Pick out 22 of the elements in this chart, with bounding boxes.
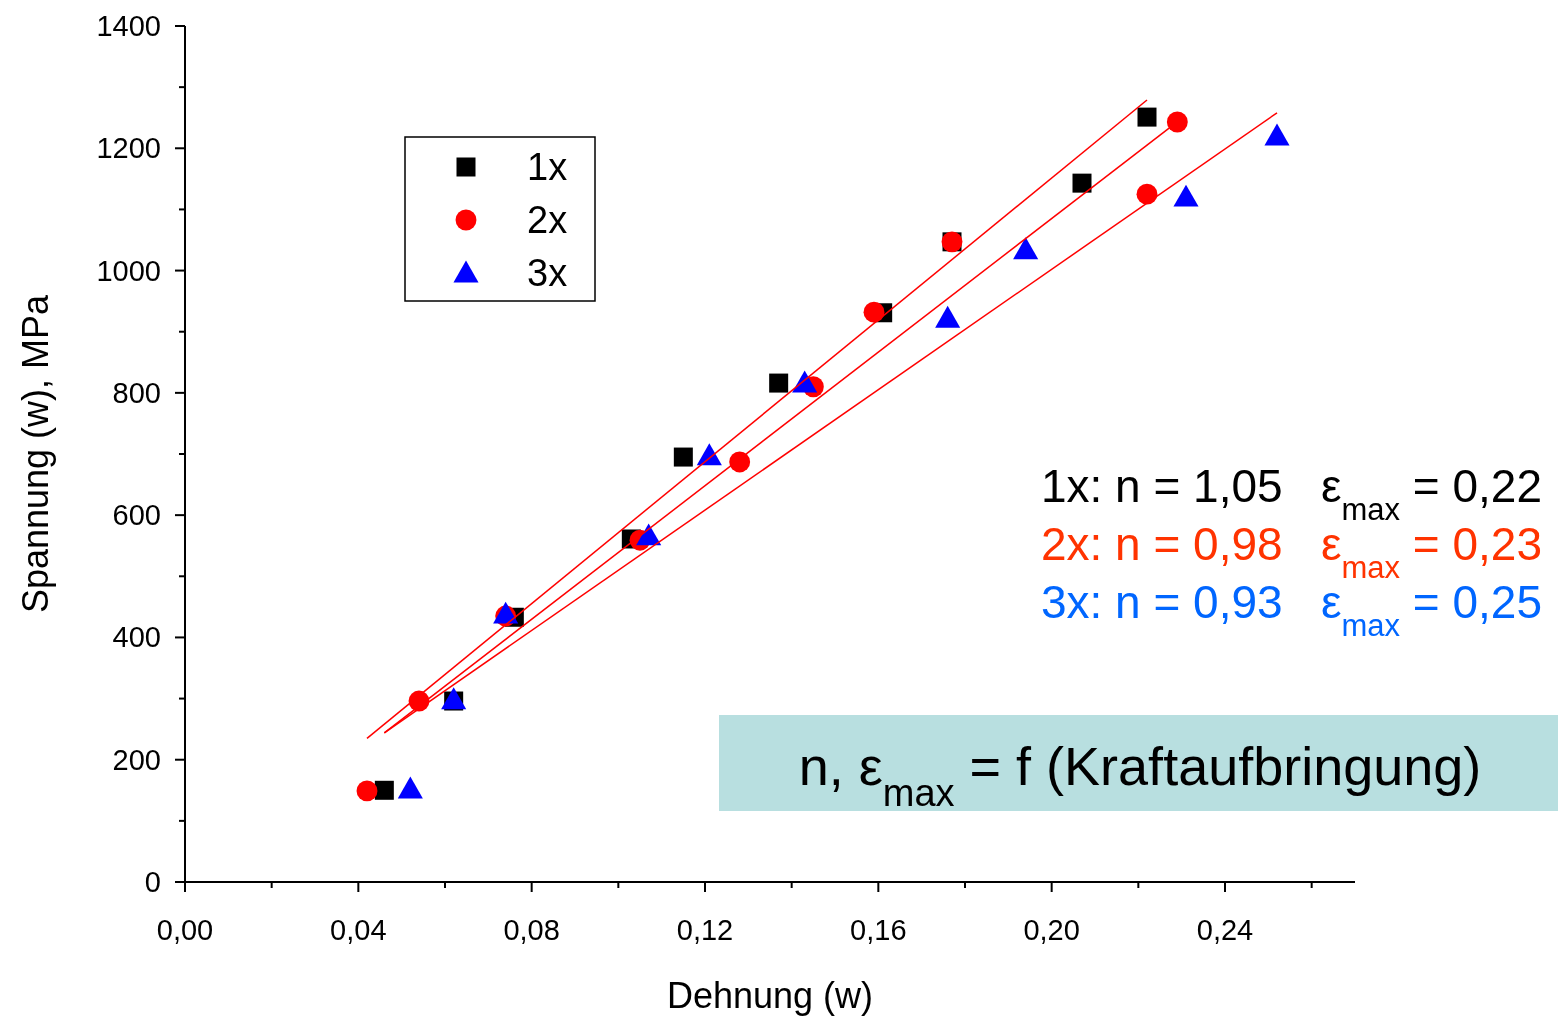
x-tick-label: 0,08 xyxy=(503,914,560,946)
y-tick-label: 200 xyxy=(112,743,161,776)
legend-label: 2x xyxy=(527,199,568,241)
y-tick-label: 1400 xyxy=(96,10,161,42)
x-tick-label: 0,00 xyxy=(156,914,214,946)
x-tick-label: 0,24 xyxy=(1196,914,1254,946)
annotation: 1x: n = 1,05 ε$_{max}$ = 0,22 xyxy=(1040,460,1542,527)
y-tick-label: 800 xyxy=(112,376,161,409)
y-tick-label: 600 xyxy=(112,499,161,532)
x-tick-label: 0,20 xyxy=(1023,914,1080,946)
y-tick-label: 1200 xyxy=(96,132,161,165)
x-tick-label: 0,12 xyxy=(676,914,734,946)
x-tick-label: 0,04 xyxy=(330,914,387,946)
y-axis-title: Spannung (w), MPa xyxy=(15,293,56,614)
x-tick-label: 0,16 xyxy=(850,914,907,946)
y-tick-label: 0 xyxy=(144,866,161,898)
annotation: n, ε$_{max}$ = f (Kraftaufbringung) xyxy=(798,736,1482,814)
legend-label: 1x xyxy=(527,146,568,188)
y-tick-label: 1000 xyxy=(96,254,161,287)
y-tick-label: 400 xyxy=(112,621,161,654)
x-axis-title: Dehnung (w) xyxy=(666,975,874,1016)
legend-label: 3x xyxy=(527,252,568,294)
